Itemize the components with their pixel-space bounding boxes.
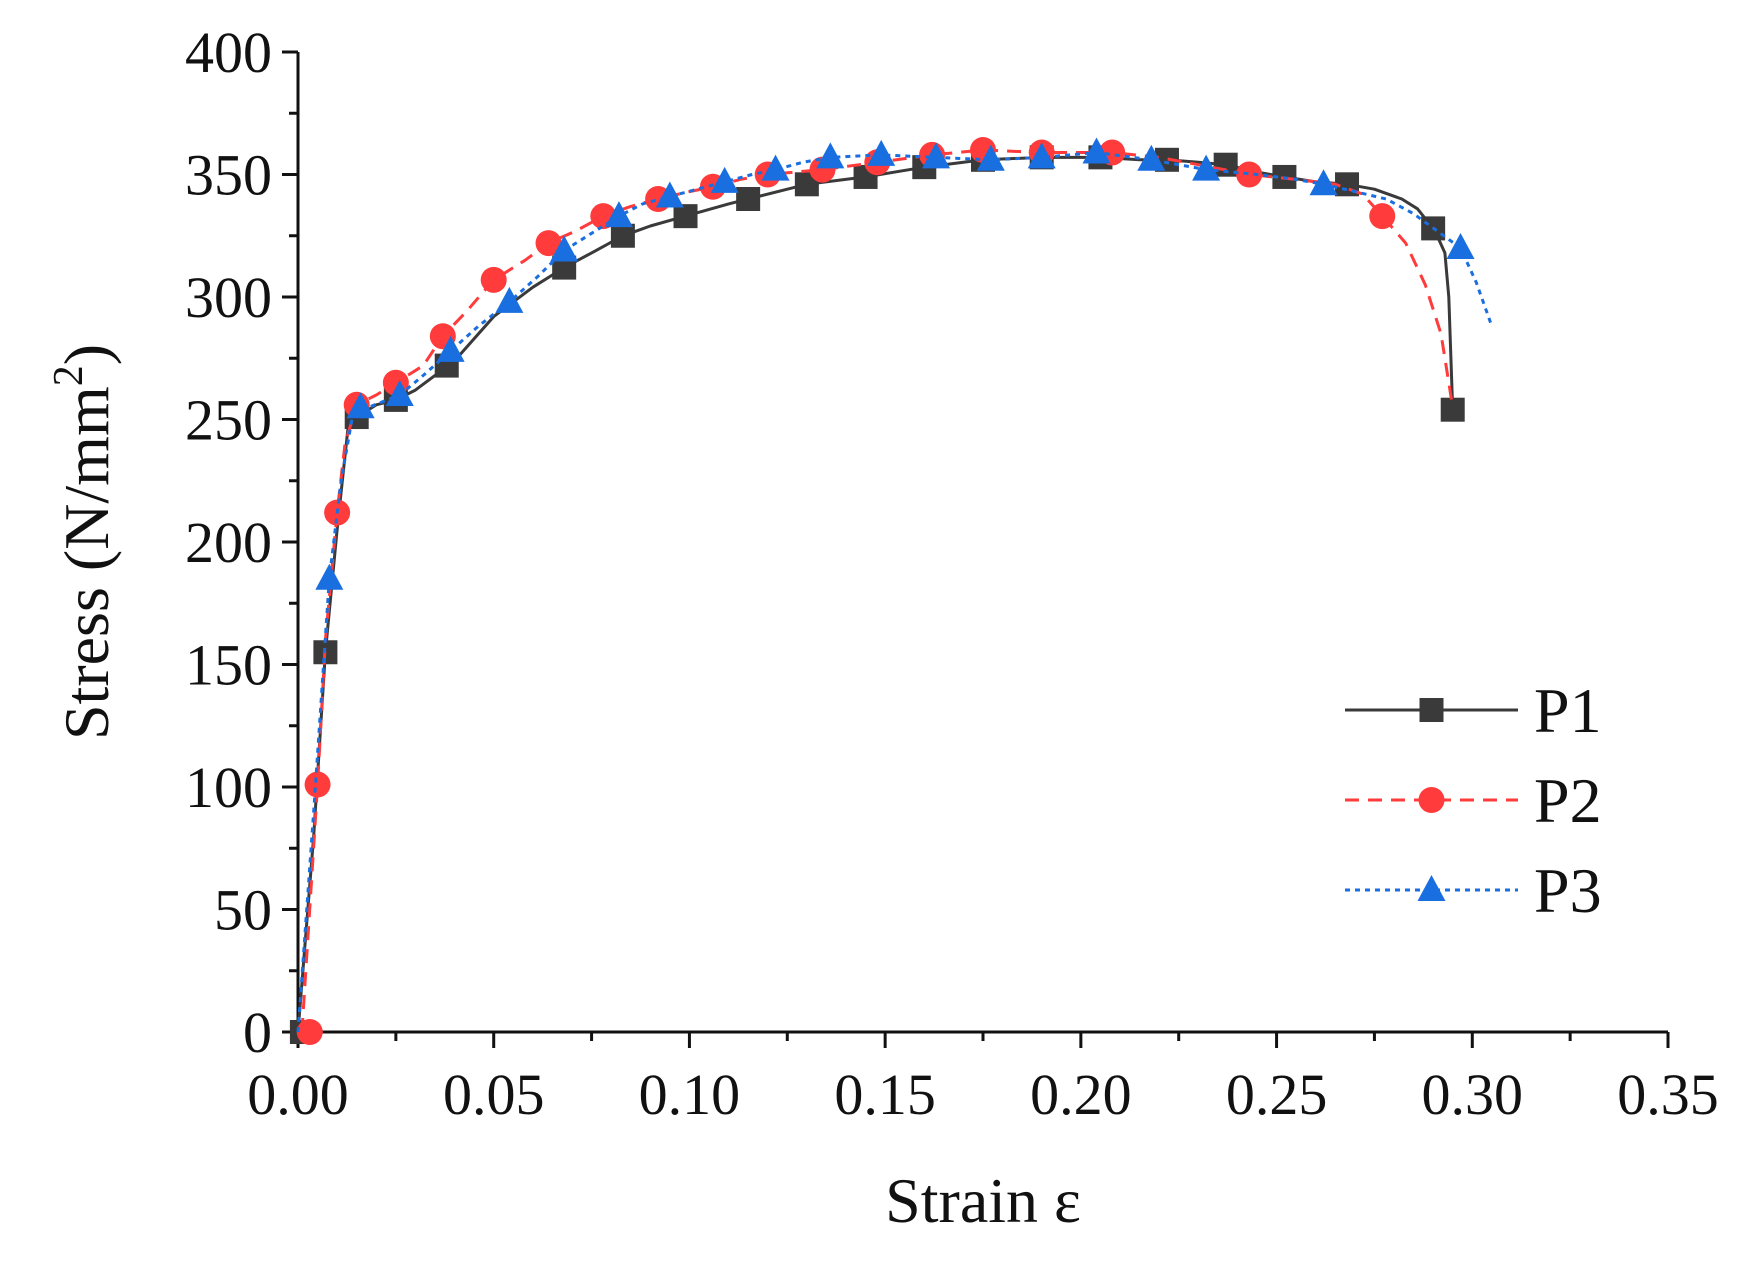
y-axis-title-superscript: 2 bbox=[46, 365, 92, 386]
series-p2-point bbox=[480, 266, 507, 293]
legend-item-p2: P2 bbox=[1345, 765, 1602, 836]
y-tick-label: 350 bbox=[185, 143, 272, 208]
x-axis-title: Strain ε bbox=[885, 1165, 1081, 1236]
x-tick-label: 0.00 bbox=[247, 1062, 349, 1127]
legend-marker-p1 bbox=[1419, 698, 1444, 722]
x-tick-label: 0.05 bbox=[443, 1062, 545, 1127]
series-p3-point bbox=[655, 181, 684, 208]
series-p3-point bbox=[922, 142, 951, 169]
series-p2-point bbox=[296, 1019, 323, 1045]
series-p3-point bbox=[1192, 154, 1221, 181]
legend-label-p3: P3 bbox=[1534, 855, 1602, 926]
series-p3-point bbox=[1137, 144, 1166, 171]
series-p3-point bbox=[1027, 142, 1056, 169]
series-p2-point bbox=[1369, 203, 1396, 230]
legend: P1 P2 P3 bbox=[1345, 675, 1602, 926]
series-p3-point bbox=[1082, 137, 1111, 164]
x-tick-label: 0.10 bbox=[639, 1062, 741, 1127]
series-p2-point bbox=[1236, 161, 1263, 188]
y-tick-label: 0 bbox=[243, 1000, 272, 1065]
series-p3-point bbox=[385, 380, 414, 406]
legend-marker-p2 bbox=[1418, 787, 1445, 813]
y-tick-label: 200 bbox=[185, 510, 272, 575]
x-tick-label: 0.35 bbox=[1617, 1062, 1719, 1127]
series-group bbox=[289, 137, 1494, 1045]
series-p3-point bbox=[346, 392, 375, 419]
series-p3-point bbox=[867, 139, 896, 166]
series-p3-point bbox=[315, 563, 344, 590]
series-p3-point bbox=[816, 142, 845, 169]
y-axis-title: Stress (N/mm2) bbox=[46, 344, 122, 740]
series-p3-point bbox=[1309, 169, 1338, 196]
series-p3-point bbox=[550, 235, 579, 262]
y-axis-title-close: ) bbox=[51, 344, 122, 365]
series-p3-point bbox=[710, 166, 739, 193]
x-tick-label: 0.15 bbox=[834, 1062, 936, 1127]
x-tick-label: 0.20 bbox=[1030, 1062, 1132, 1127]
legend-item-p3: P3 bbox=[1345, 855, 1602, 926]
series-p3-point bbox=[761, 154, 790, 181]
series-p1-point bbox=[736, 187, 761, 211]
x-tick-label: 0.30 bbox=[1422, 1062, 1524, 1127]
series-p1-point bbox=[673, 204, 698, 229]
legend-label-p1: P1 bbox=[1534, 675, 1602, 746]
legend-marker-p3 bbox=[1417, 875, 1446, 901]
y-tick-label: 150 bbox=[185, 633, 272, 698]
y-axis-title-main: Stress (N/mm bbox=[51, 386, 122, 740]
legend-item-p1: P1 bbox=[1345, 675, 1602, 746]
y-tick-label: 300 bbox=[185, 265, 272, 330]
series-p2-point bbox=[304, 771, 331, 798]
series-p3-point bbox=[495, 286, 524, 313]
series-p3-point bbox=[976, 144, 1005, 171]
y-tick-label: 50 bbox=[214, 878, 272, 943]
y-tick-label: 100 bbox=[185, 755, 272, 820]
series-p1-point bbox=[1440, 397, 1465, 422]
series-p2-point bbox=[535, 230, 562, 257]
y-tick-label: 400 bbox=[185, 20, 272, 85]
series-p3-point bbox=[1446, 233, 1475, 259]
series-p1-point bbox=[610, 223, 635, 248]
x-tick-label: 0.25 bbox=[1226, 1062, 1328, 1127]
series-p3 bbox=[296, 137, 1494, 1033]
ticks: 0.00 0.05 0.10 0.15 0.20 0.25 0.30 0.35 0 50 100 15… bbox=[185, 20, 1719, 1127]
series-p3-point bbox=[436, 335, 465, 362]
legend-label-p2: P2 bbox=[1534, 765, 1602, 836]
y-tick-label: 250 bbox=[185, 388, 272, 453]
series-p3-point bbox=[604, 201, 633, 228]
